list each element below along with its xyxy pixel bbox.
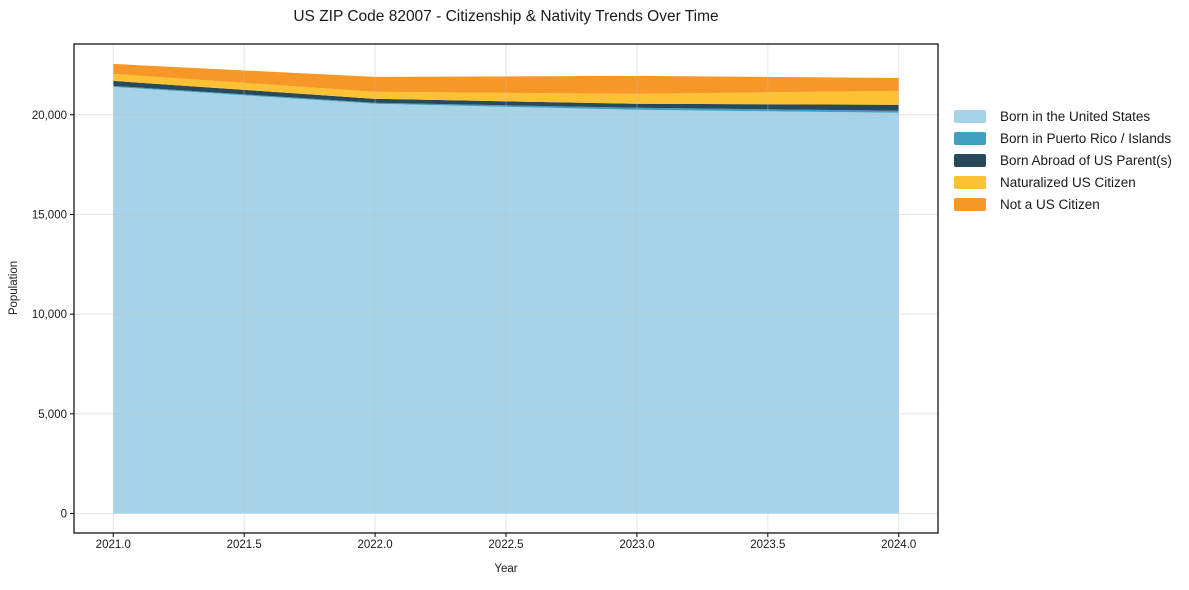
chart-legend: Born in the United States Born in Puerto …: [954, 110, 1172, 211]
legend-label: Born in the United States: [1000, 109, 1151, 124]
y-tick-label: 10,000: [32, 309, 67, 321]
y-axis-label: Population: [8, 260, 20, 316]
y-tick-label: 15,000: [32, 209, 67, 221]
legend-label: Not a US Citizen: [1000, 197, 1100, 212]
area-naturalized-us-citizen: [113, 73, 899, 105]
legend-swatch-icon: [954, 110, 986, 123]
area-born-abroad-of-us-parent-s: [113, 80, 899, 111]
legend-item-naturalized-us-citizen: Naturalized US Citizen: [954, 176, 1172, 189]
x-tick-label: 2021.0: [96, 539, 131, 551]
area-not-a-us-citizen: [113, 63, 899, 94]
area-born-in-puerto-rico-islands: [113, 85, 899, 113]
x-tick-label: 2022.5: [488, 539, 523, 551]
y-tick-label: 0: [61, 508, 67, 520]
x-tick-label: 2023.5: [750, 539, 785, 551]
x-tick-label: 2024.0: [881, 539, 916, 551]
legend-swatch-icon: [954, 176, 986, 189]
x-tick-label: 2023.0: [619, 539, 654, 551]
y-tick-label: 20,000: [32, 110, 67, 122]
legend-item-born-abroad-of-us-parent-s: Born Abroad of US Parent(s): [954, 154, 1172, 167]
legend-item-not-a-us-citizen: Not a US Citizen: [954, 198, 1172, 211]
area-born-in-the-united-states: [113, 86, 899, 514]
x-tick-label: 2021.5: [227, 539, 262, 551]
legend-label: Born in Puerto Rico / Islands: [1000, 131, 1172, 146]
y-tick-label: 5,000: [38, 409, 67, 421]
chart-title: US ZIP Code 82007 - Citizenship & Nativi…: [293, 8, 719, 25]
x-axis-label: Year: [494, 563, 518, 575]
legend-swatch-icon: [954, 154, 986, 167]
legend-swatch-icon: [954, 198, 986, 211]
legend-item-born-in-the-united-states: Born in the United States: [954, 110, 1172, 123]
x-tick-label: 2022.0: [357, 539, 392, 551]
legend-label: Born Abroad of US Parent(s): [1000, 153, 1172, 168]
legend-item-born-in-puerto-rico-islands: Born in Puerto Rico / Islands: [954, 132, 1172, 145]
legend-swatch-icon: [954, 132, 986, 145]
legend-label: Naturalized US Citizen: [1000, 175, 1136, 190]
